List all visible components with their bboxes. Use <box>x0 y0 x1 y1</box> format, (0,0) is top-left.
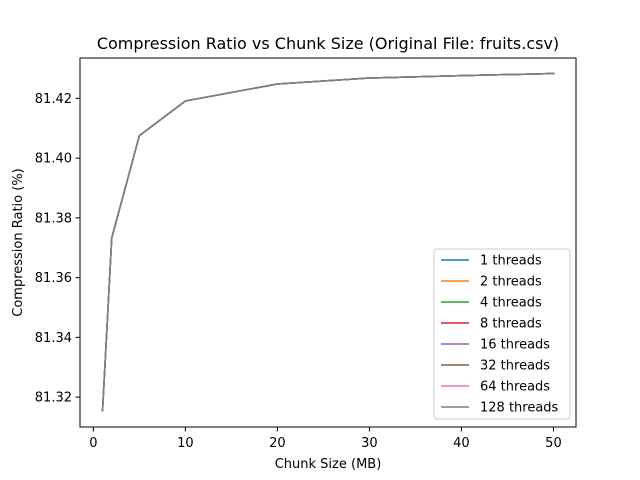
y-tick-label: 81.34 <box>35 331 72 346</box>
legend-label: 8 threads <box>480 317 542 332</box>
x-axis-label: Chunk Size (MB) <box>275 457 382 472</box>
chart-title: Compression Ratio vs Chunk Size (Origina… <box>97 34 559 53</box>
legend-label: 128 threads <box>480 401 559 416</box>
legend: 1 threads 2 threads 4 threads 8 threads 16 t… <box>433 248 571 420</box>
y-tick-label: 81.38 <box>35 211 72 226</box>
legend-label: 4 threads <box>480 296 542 311</box>
y-axis-ticks: 81.32 81.34 81.36 81.38 81.40 81.42 <box>35 92 80 406</box>
y-tick-label: 81.36 <box>35 271 72 286</box>
series-line-8 <box>101 72 555 412</box>
x-tick-label: 30 <box>361 436 378 451</box>
legend-frame <box>433 248 571 420</box>
y-tick-label: 81.40 <box>35 152 72 167</box>
x-tick-label: 50 <box>545 436 562 451</box>
legend-label: 2 threads <box>480 275 542 290</box>
legend-label: 32 threads <box>480 359 550 374</box>
legend-label: 1 threads <box>480 254 542 269</box>
plot-frame <box>79 57 577 428</box>
legend-label: 16 threads <box>480 338 550 353</box>
legend-label: 64 threads <box>480 380 550 395</box>
x-axis-ticks: 0 10 20 30 40 50 <box>89 427 562 451</box>
y-tick-label: 81.32 <box>35 391 72 406</box>
x-tick-label: 20 <box>269 436 286 451</box>
x-tick-label: 0 <box>89 436 97 451</box>
series-layer <box>101 72 555 412</box>
y-tick-label: 81.42 <box>35 92 72 107</box>
x-tick-label: 40 <box>453 436 470 451</box>
y-axis-label: Compression Ratio (%) <box>11 168 26 317</box>
x-tick-label: 10 <box>177 436 194 451</box>
